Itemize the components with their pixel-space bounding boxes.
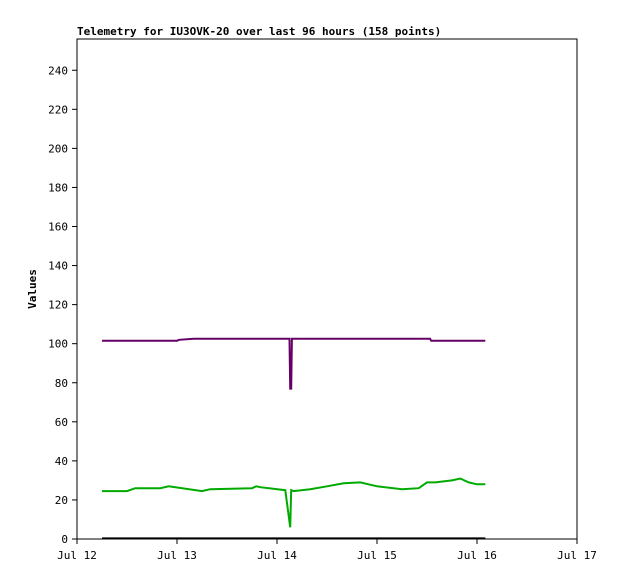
series-layer xyxy=(102,337,486,540)
x-tick-label: Jul 16 xyxy=(457,549,497,562)
y-tick-label: 180 xyxy=(48,181,68,194)
y-tick-label: 100 xyxy=(48,338,68,351)
chart-title: Telemetry for IU3OVK-20 over last 96 hou… xyxy=(77,25,441,38)
x-tick-label: Jul 14 xyxy=(257,549,297,562)
y-tick-label: 40 xyxy=(55,455,68,468)
y-tick-label: 200 xyxy=(48,142,68,155)
y-axis: 0 20 40 60 80 100 120 140 160 180 200 220 240 xyxy=(48,64,77,546)
plot-area xyxy=(76,38,578,540)
x-tick-label: Jul 15 xyxy=(357,549,397,562)
series-line-2 xyxy=(102,477,486,528)
y-tick-label: 220 xyxy=(48,103,68,116)
x-tick-label: Jul 17 xyxy=(557,549,597,562)
y-tick-label: 120 xyxy=(48,299,68,312)
y-tick-label: 20 xyxy=(55,494,68,507)
y-axis-label: Values xyxy=(26,269,39,309)
y-tick-label: 240 xyxy=(48,64,68,77)
y-tick-label: 160 xyxy=(48,221,68,234)
series-line-1 xyxy=(102,337,486,390)
x-axis: Jul 12 Jul 13 Jul 14 Jul 15 Jul 16 Jul 17 xyxy=(57,539,597,562)
y-tick-label: 0 xyxy=(61,533,68,546)
y-tick-label: 60 xyxy=(55,416,68,429)
x-tick-label: Jul 12 xyxy=(57,549,97,562)
y-tick-label: 140 xyxy=(48,260,68,273)
x-tick-label: Jul 13 xyxy=(157,549,197,562)
y-tick-label: 80 xyxy=(55,377,68,390)
